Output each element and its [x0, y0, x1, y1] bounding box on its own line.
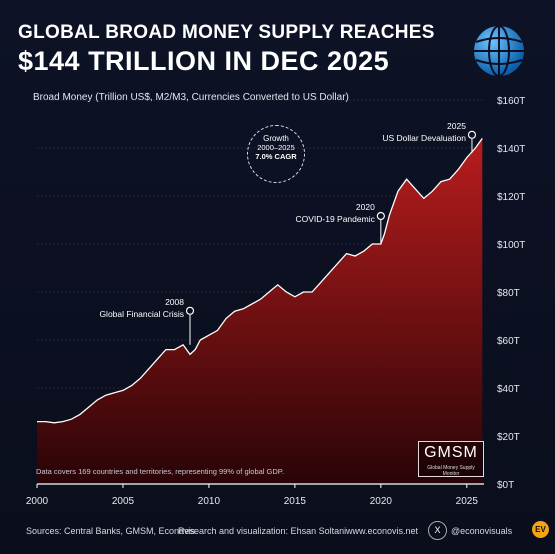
y-tick-label: $0T [497, 480, 514, 491]
x-tick-label: 2000 [26, 496, 49, 507]
y-tick-label: $140T [497, 144, 525, 155]
globe-icon [474, 25, 524, 77]
money-supply-area [37, 138, 483, 484]
research-credit: Research and visualization: Ehsan Soltan… [178, 526, 347, 536]
annotation-label: US Dollar Devaluation [382, 133, 466, 143]
growth-label: Growth [263, 134, 289, 143]
x-tick-label: 2010 [198, 496, 221, 507]
website-link[interactable]: www.econovis.net [346, 526, 419, 536]
x-axis-ticks: 2000 2005 2010 2015 2020 2025 [26, 484, 478, 507]
social-handle[interactable]: @econovisuals [451, 526, 513, 536]
title-line-2: $144 TRILLION IN DEC 2025 [18, 46, 390, 76]
x-tick-label: 2005 [112, 496, 135, 507]
growth-cagr: 7.0% CAGR [255, 152, 297, 161]
annotation-year: 2008 [165, 297, 184, 307]
annotation-year: 2025 [447, 121, 466, 131]
annotation-label: Global Financial Crisis [99, 309, 184, 319]
y-tick-label: $20T [497, 432, 520, 443]
y-tick-label: $80T [497, 288, 520, 299]
sources-text: Sources: Central Banks, GMSM, Econovis [26, 526, 196, 536]
ev-logo: EV [532, 521, 549, 538]
annotations: 2008 Global Financial Crisis 2020 COVID-19 … [99, 121, 477, 345]
y-tick-label: $40T [497, 384, 520, 395]
y-tick-label: $60T [497, 336, 520, 347]
growth-period: 2000–2025 [257, 143, 295, 152]
gmsm-subtitle: Global Money Supply Monitor [427, 465, 475, 477]
x-tick-label: 2025 [456, 496, 479, 507]
y-tick-label: $120T [497, 192, 525, 203]
x-tick-label: 2015 [284, 496, 307, 507]
chart-subtitle: Broad Money (Trillion US$, M2/M3, Curren… [33, 92, 349, 103]
y-tick-label: $160T [497, 96, 525, 107]
annotation-marker [467, 130, 477, 139]
growth-badge: Growth 2000–2025 7.0% CAGR [247, 125, 305, 183]
annotation-marker [185, 306, 195, 315]
y-tick-label: $100T [497, 240, 525, 251]
data-coverage-note: Data covers 169 countries and territorie… [36, 467, 284, 476]
y-axis-ticks: $0T $20T $40T $60T $80T $100T $120T $140T $160T [497, 96, 525, 491]
annotation-label: COVID-19 Pandemic [295, 214, 375, 224]
gmsm-title: GMSM [424, 444, 478, 461]
gmsm-logo: GMSM Global Money Supply Monitor [418, 441, 484, 477]
annotation-year: 2020 [356, 202, 375, 212]
title-line-1: GLOBAL BROAD MONEY SUPPLY REACHES [18, 22, 435, 43]
annotation-marker [376, 211, 385, 221]
money-supply-line [37, 138, 483, 424]
x-tick-label: 2020 [370, 496, 393, 507]
x-logo-icon[interactable]: X [428, 521, 447, 540]
